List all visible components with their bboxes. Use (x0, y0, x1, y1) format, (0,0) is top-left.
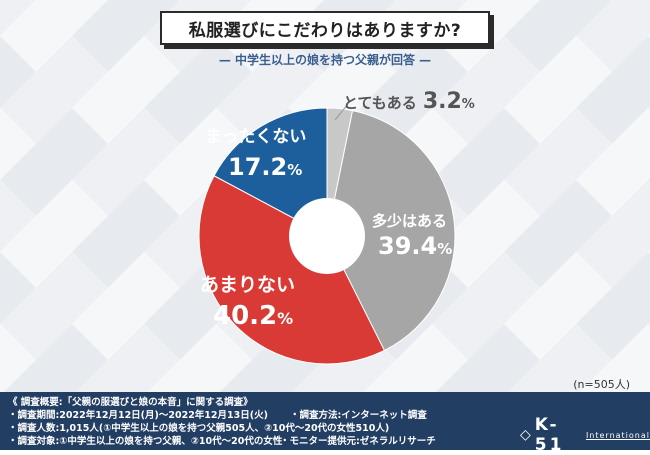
survey-method: ・調査方法:インターネット調査 (290, 410, 427, 421)
background-pattern (0, 0, 650, 392)
survey-footer: 《 調査概要:「父親の服選びと娘の本音」に関する調査》 ・調査期間:2022年1… (0, 392, 650, 450)
bg-diamond (612, 180, 650, 252)
bg-diamond (468, 324, 540, 392)
bg-diamond (36, 324, 108, 392)
slice-label-tashou-value: 39.4% (378, 232, 452, 260)
survey-target: ・調査対象:①中学生以上の娘を持つ父親、②10代〜20代の女性 (8, 436, 283, 447)
bg-diamond (76, 360, 140, 392)
brand-subtitle: International (585, 430, 650, 440)
slice-label-amari-name: あまりない (200, 274, 295, 296)
pie-slice-2 (198, 175, 386, 365)
bg-diamond (436, 360, 500, 392)
brand-name: K-51 (534, 415, 565, 455)
bg-diamond (612, 108, 650, 180)
bg-diamond (148, 360, 212, 392)
slice-label-tashou-name: 多少はある (372, 212, 447, 230)
slice-label-totemo: とてもある 3.2% (343, 89, 475, 114)
bg-diamond (4, 360, 68, 392)
bg-diamond (0, 324, 36, 392)
survey-heading: 《 調査概要:「父親の服選びと娘の本音」に関する調査》 (8, 397, 253, 408)
chart-subtitle: — 中学生以上の娘を持つ父親が回答 — (218, 53, 432, 67)
survey-period: ・調査期間:2022年12月12日(月)〜2022年12月13日(火) (8, 410, 268, 421)
bg-diamond (396, 324, 468, 392)
bg-diamond (540, 0, 612, 36)
donut-hole (289, 198, 365, 274)
survey-provider: ・モニター提供元:ゼネラルリサーチ (280, 436, 436, 447)
bg-diamond (0, 252, 36, 324)
sample-size: (n=505人) (573, 378, 630, 391)
bg-diamond (0, 180, 36, 252)
slice-label-mattaku-value: 17.2% (228, 153, 302, 181)
donut-slices (198, 107, 456, 365)
diamond-icon: ◇ (520, 427, 531, 443)
pie-slice-3 (213, 107, 328, 237)
bg-diamond (0, 36, 36, 108)
bg-diamond (292, 360, 356, 392)
bg-diamond (180, 324, 252, 392)
bg-diamond (580, 360, 644, 392)
slice-label-amari-value: 40.2% (213, 301, 293, 331)
bg-diamond (468, 0, 540, 36)
bg-diamond (108, 324, 180, 392)
bg-diamond (364, 360, 428, 392)
bg-diamond (540, 324, 612, 392)
bg-diamond (108, 0, 180, 36)
bg-diamond (508, 360, 572, 392)
leader-line (334, 103, 349, 121)
chart-title: 私服選びにこだわりはありますか? (160, 11, 490, 45)
slice-label-mattaku-name: まったくない (205, 127, 306, 147)
bg-diamond (0, 108, 36, 180)
brand-logo: ◇ K-51 International (520, 415, 650, 455)
survey-count: ・調査人数:1,015人(①中学生以上の娘を持つ父親505人、②10代〜20代の… (8, 423, 390, 434)
pie-slice-1 (326, 109, 456, 352)
bg-diamond (220, 360, 284, 392)
bg-diamond (612, 252, 650, 324)
bg-diamond (36, 0, 108, 36)
bg-diamond (612, 0, 650, 36)
bg-diamond (612, 36, 650, 108)
bg-diamond (612, 324, 650, 392)
donut-chart: とてもある 3.2% 多少はある 39.4% あまりない 40.2% まったくない… (198, 89, 475, 365)
